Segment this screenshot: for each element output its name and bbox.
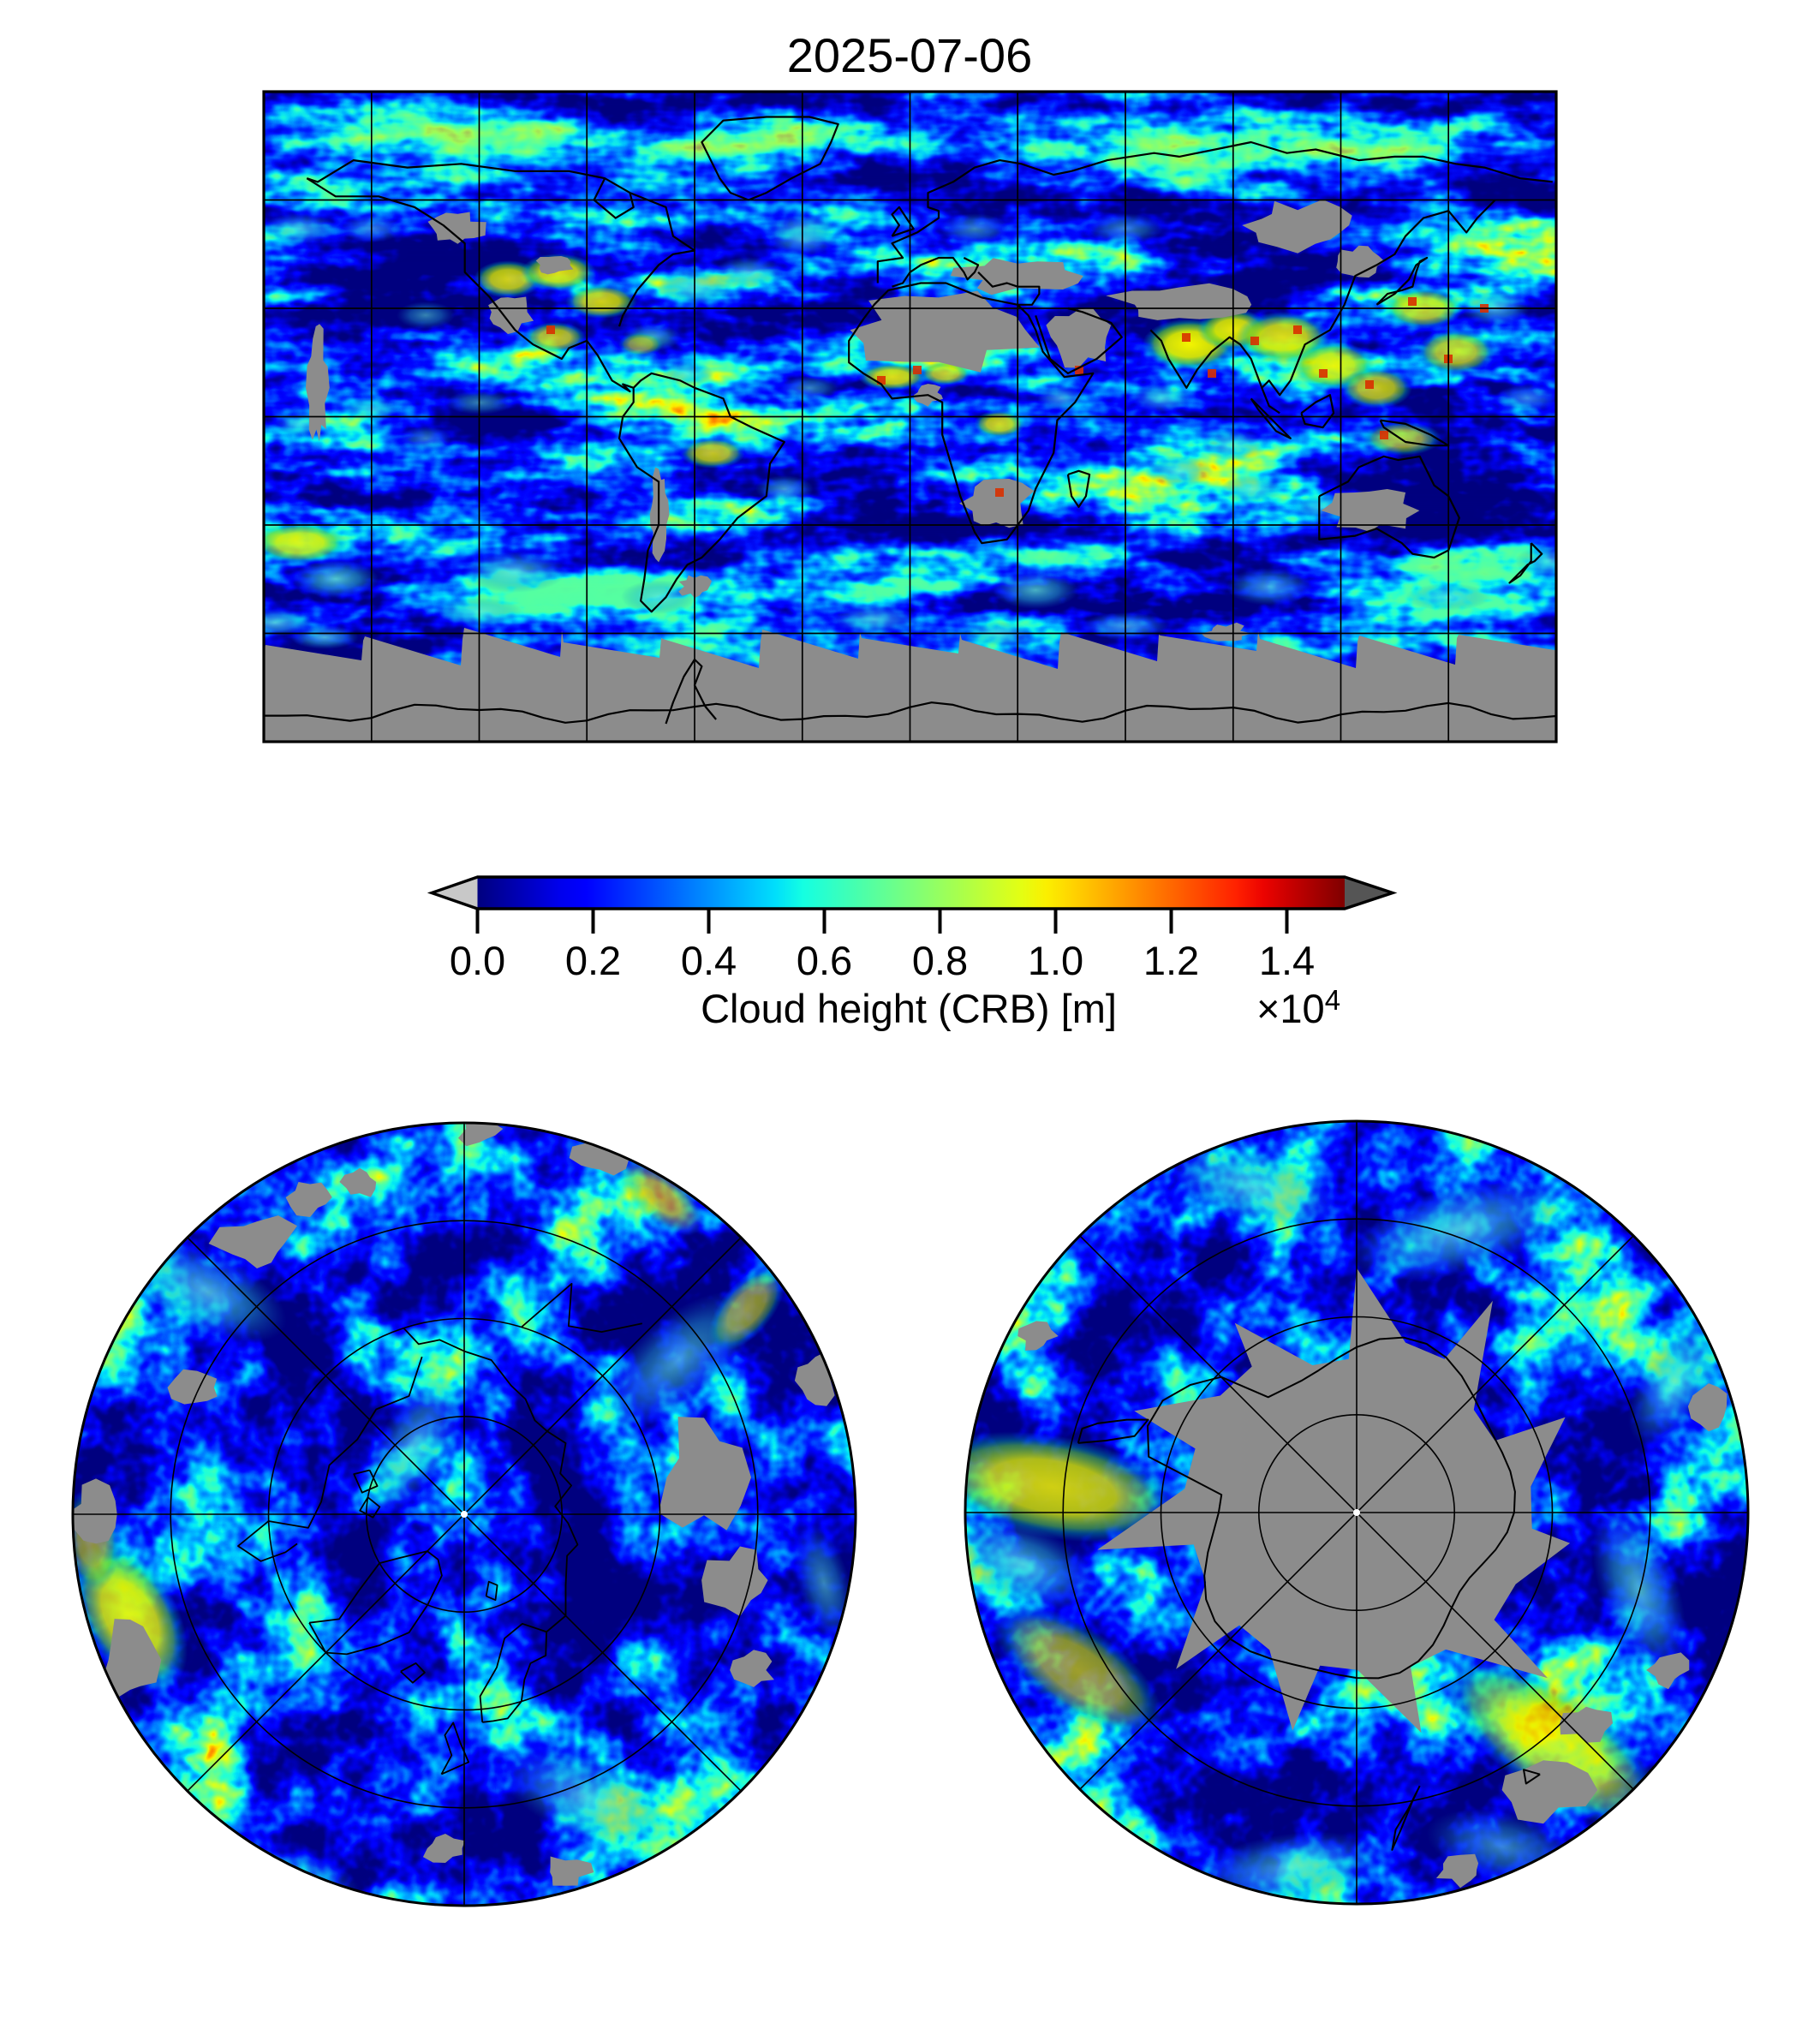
svg-text:0.2: 0.2 bbox=[565, 938, 621, 983]
svg-text:0.6: 0.6 bbox=[797, 938, 852, 983]
svg-text:Cloud height (CRB) [m]: Cloud height (CRB) [m] bbox=[701, 986, 1117, 1031]
svg-text:×104: ×104 bbox=[1256, 984, 1340, 1031]
svg-text:1.2: 1.2 bbox=[1143, 938, 1199, 983]
svg-text:1.0: 1.0 bbox=[1028, 938, 1083, 983]
svg-text:1.4: 1.4 bbox=[1259, 938, 1315, 983]
svg-text:0.4: 0.4 bbox=[681, 938, 737, 983]
svg-text:2025-07-06: 2025-07-06 bbox=[787, 28, 1032, 82]
svg-text:0.8: 0.8 bbox=[912, 938, 968, 983]
svg-text:0.0: 0.0 bbox=[450, 938, 505, 983]
